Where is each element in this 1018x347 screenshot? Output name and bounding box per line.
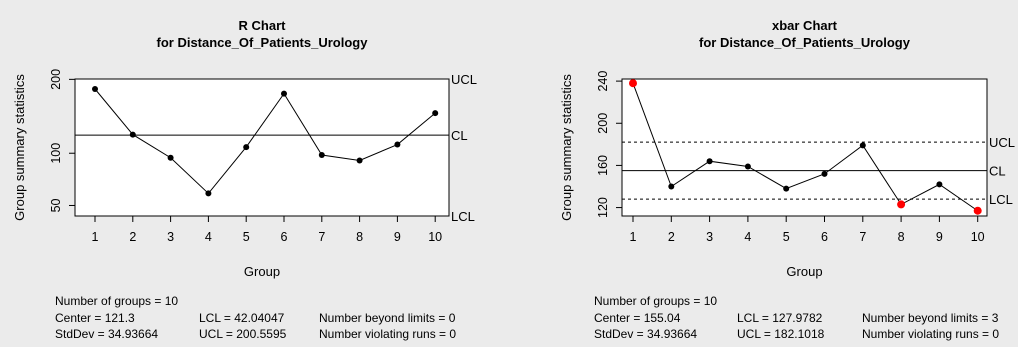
data-point [205, 190, 212, 197]
xbar-chart-panel: xbar Chart for Distance_Of_Patients_Urolo… [509, 0, 1018, 347]
data-point [356, 157, 363, 164]
stat-beyond: Number beyond limits = 3 [862, 311, 999, 325]
y-tick-label: 200 [49, 69, 63, 90]
data-point [859, 142, 866, 149]
x-tick-label: 9 [936, 230, 943, 244]
lcl-label: LCL [451, 209, 475, 224]
chart-title: xbar Chart [772, 18, 838, 33]
series-line [94, 88, 436, 195]
data-point [706, 158, 713, 165]
x-tick-label: 2 [129, 230, 136, 244]
xbar-chart: xbar Chart for Distance_Of_Patients_Urolo… [559, 18, 1015, 341]
y-tick-label: 120 [596, 197, 610, 218]
plot-area [74, 78, 450, 217]
stat-ucl: UCL = 200.5595 [199, 327, 287, 341]
stat-ucl: UCL = 182.1018 [737, 327, 825, 341]
x-tick-label: 1 [630, 230, 637, 244]
x-tick-label: 4 [205, 230, 212, 244]
data-point [783, 185, 790, 192]
x-tick-label: 5 [783, 230, 790, 244]
stat-lcl: LCL = 127.9782 [737, 311, 823, 325]
x-tick-label: 4 [744, 230, 751, 244]
data-point [129, 131, 136, 138]
ucl-label: UCL [451, 72, 477, 87]
chart-subtitle: for Distance_Of_Patients_Urology [157, 35, 369, 50]
x-tick-label: 1 [92, 230, 99, 244]
cl-label: CL [451, 128, 468, 143]
x-tick-label: 7 [318, 230, 325, 244]
data-point [318, 152, 325, 159]
x-tick-label: 7 [859, 230, 866, 244]
y-tick-label: 160 [596, 155, 610, 176]
x-tick-label: 3 [706, 230, 713, 244]
r-chart-panel: R Chart for Distance_Of_Patients_Urology U… [0, 0, 509, 347]
data-point [821, 170, 828, 177]
y-tick-label: 50 [49, 198, 63, 212]
out-of-control-point [897, 200, 906, 209]
lcl-label: LCL [989, 192, 1013, 207]
chart-title: R Chart [239, 18, 287, 33]
x-tick-label: 10 [428, 230, 442, 244]
data-point [394, 141, 401, 148]
data-point [167, 154, 174, 161]
x-tick-label: 10 [971, 230, 985, 244]
stat-groups: Number of groups = 10 [594, 294, 717, 308]
data-point [744, 163, 751, 170]
data-point [936, 181, 943, 188]
x-axis-label: Group [786, 264, 822, 279]
data-point [92, 85, 98, 92]
ucl-label: UCL [989, 135, 1015, 150]
stat-center: Center = 121.3 [55, 311, 135, 325]
chart-subtitle: for Distance_Of_Patients_Urology [699, 35, 911, 50]
plot-area [621, 78, 988, 217]
cl-label: CL [989, 164, 1006, 179]
y-tick-label: 200 [596, 113, 610, 134]
x-tick-label: 6 [821, 230, 828, 244]
stat-violating: Number violating runs = 0 [862, 327, 999, 341]
y-tick-label: 240 [596, 71, 610, 92]
x-tick-label: 6 [281, 230, 288, 244]
x-axis-label: Group [244, 264, 280, 279]
out-of-control-point [973, 206, 982, 215]
data-point [281, 90, 287, 97]
stat-groups: Number of groups = 10 [55, 294, 178, 308]
y-axis-label: Group summary statistics [559, 74, 574, 221]
x-tick-label: 2 [668, 230, 675, 244]
y-axis-label: Group summary statistics [12, 74, 27, 221]
stat-violating: Number violating runs = 0 [319, 327, 456, 341]
stat-beyond: Number beyond limits = 0 [319, 311, 456, 325]
data-point [432, 110, 439, 117]
stat-stddev: StdDev = 34.93664 [594, 327, 697, 341]
x-tick-label: 5 [243, 230, 250, 244]
series-line [632, 83, 978, 212]
x-tick-label: 9 [394, 230, 401, 244]
x-tick-label: 8 [356, 230, 363, 244]
x-tick-label: 3 [167, 230, 174, 244]
y-tick-label: 100 [49, 143, 63, 164]
r-chart: R Chart for Distance_Of_Patients_Urology U… [12, 18, 477, 341]
x-tick-label: 8 [898, 230, 905, 244]
stat-lcl: LCL = 42.04047 [199, 311, 285, 325]
data-point [243, 144, 250, 151]
stat-center: Center = 155.04 [594, 311, 681, 325]
data-point [668, 183, 675, 190]
out-of-control-point [629, 79, 637, 88]
stat-stddev: StdDev = 34.93664 [55, 327, 158, 341]
